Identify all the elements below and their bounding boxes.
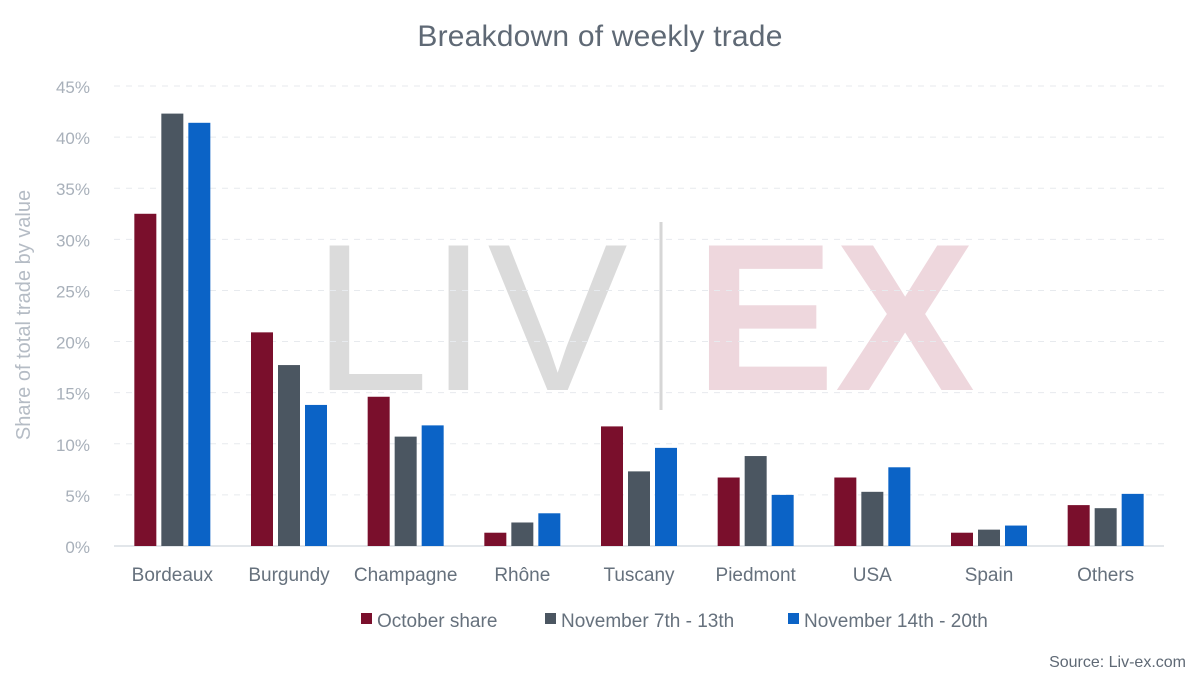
bar-tuscany-1 <box>601 426 623 546</box>
bar-bordeaux-3 <box>188 122 211 547</box>
legend-swatch-1 <box>361 613 372 624</box>
bar-rh-ne-3 <box>538 513 561 546</box>
bar-champagne-3 <box>421 425 444 546</box>
legend-label-1: October share <box>377 611 497 632</box>
bar-others-3 <box>1121 493 1144 546</box>
y-tick-label: 35% <box>56 180 90 199</box>
y-tick-label: 30% <box>56 231 90 250</box>
y-axis-ticks: 0% 5% 10% 15% 20% 25% 30% 35% 40% 45% <box>56 78 90 557</box>
bar-others-2 <box>1094 508 1117 546</box>
bar-burgundy-3 <box>305 404 327 546</box>
legend-swatch-2 <box>545 613 556 624</box>
x-axis-ticks: Bordeaux Burgundy Champagne Rhône Tuscany Pie… <box>132 565 1135 586</box>
y-axis-label: Share of total trade by value <box>13 190 35 440</box>
bar-tuscany-3 <box>655 447 677 546</box>
x-tick-label: USA <box>853 565 892 586</box>
bar-spain-3 <box>1005 525 1027 546</box>
bar-rh-ne-1 <box>484 532 507 546</box>
x-tick-label: Burgundy <box>248 565 330 586</box>
x-tick-label: Piedmont <box>716 565 797 586</box>
source-text: Source: Liv-ex.com <box>1049 654 1186 671</box>
y-tick-label: 0% <box>65 538 90 557</box>
x-tick-label: Bordeaux <box>132 565 214 586</box>
bar-rh-ne-2 <box>511 522 534 546</box>
legend-swatch-3 <box>788 613 799 624</box>
watermark: LIV EX <box>312 200 975 435</box>
legend-label-2: November 7th - 13th <box>561 611 734 632</box>
x-tick-label: Others <box>1077 565 1134 586</box>
bar-bordeaux-1 <box>134 213 157 546</box>
y-tick-label: 45% <box>56 78 90 97</box>
x-tick-label: Tuscany <box>603 565 675 586</box>
bar-piedmont-1 <box>717 477 740 546</box>
bar-usa-1 <box>834 477 857 546</box>
y-tick-label: 5% <box>65 487 90 506</box>
watermark-left-text: LIV <box>312 200 627 435</box>
y-tick-label: 40% <box>56 129 90 148</box>
legend: October share November 7th - 13th November… <box>361 611 988 632</box>
bar-bordeaux-2 <box>161 113 184 546</box>
y-tick-label: 15% <box>56 385 90 404</box>
y-tick-label: 20% <box>56 334 90 353</box>
x-tick-label: Rhône <box>494 565 550 586</box>
x-tick-label: Spain <box>965 565 1014 586</box>
bar-burgundy-1 <box>251 332 273 546</box>
bar-champagne-2 <box>394 436 417 546</box>
watermark-right-text: EX <box>695 200 975 435</box>
bars-layer <box>134 113 1144 547</box>
bar-usa-2 <box>861 491 884 546</box>
bar-piedmont-2 <box>744 456 767 546</box>
bar-champagne-1 <box>367 396 390 546</box>
y-tick-label: 25% <box>56 282 90 301</box>
bar-burgundy-2 <box>278 365 300 546</box>
bar-piedmont-3 <box>771 494 794 546</box>
legend-label-3: November 14th - 20th <box>804 611 988 632</box>
x-tick-label: Champagne <box>354 565 458 586</box>
bar-tuscany-2 <box>628 471 650 546</box>
chart-title: Breakdown of weekly trade <box>417 20 783 53</box>
bar-others-1 <box>1067 505 1090 546</box>
bar-spain-2 <box>978 529 1000 546</box>
bar-spain-1 <box>951 532 973 546</box>
bar-usa-3 <box>888 467 911 546</box>
y-tick-label: 10% <box>56 436 90 455</box>
